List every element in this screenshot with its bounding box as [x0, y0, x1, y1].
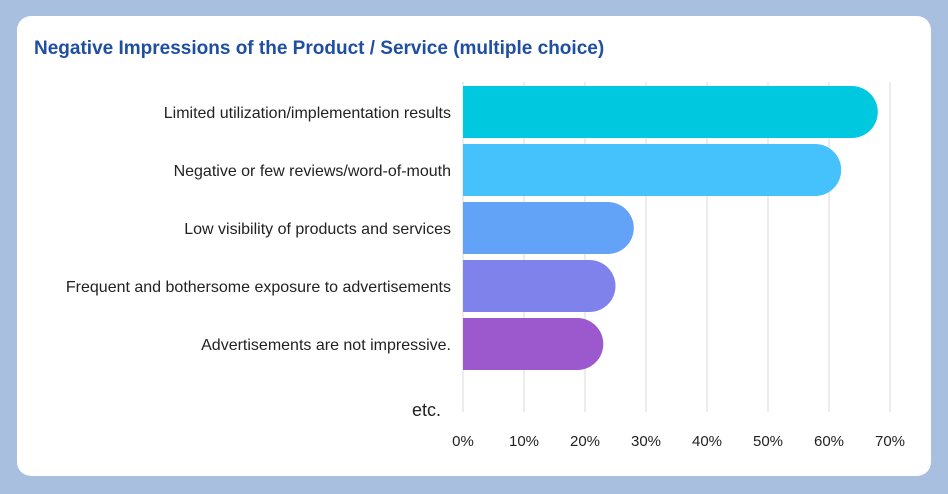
x-tick-label: 0% — [452, 433, 474, 450]
bar — [463, 260, 616, 312]
bar — [463, 144, 842, 196]
category-label: Negative or few reviews/word-of-mouth — [174, 163, 451, 180]
category-label: Low visibility of products and services — [184, 221, 451, 238]
x-tick-label: 40% — [692, 433, 722, 450]
category-label: Frequent and bothersome exposure to adve… — [66, 279, 451, 296]
category-label: Limited utilization/implementation resul… — [164, 105, 451, 122]
chart-card: Negative Impressions of the Product / Se… — [17, 16, 931, 476]
bar — [463, 318, 604, 370]
x-tick-label: 10% — [509, 433, 539, 450]
bar — [463, 86, 878, 138]
bars — [463, 86, 878, 370]
etc-label: etc. — [412, 400, 441, 420]
chart-title: Negative Impressions of the Product / Se… — [34, 38, 605, 59]
bar — [463, 202, 634, 255]
bar-chart: Limited utilization/implementation resul… — [66, 82, 905, 450]
x-axis-ticks: 0% 10% 20% 30% 40% 50% 60% 70% — [452, 433, 905, 450]
category-labels: Limited utilization/implementation resul… — [66, 105, 451, 420]
x-tick-label: 50% — [753, 433, 783, 450]
x-tick-label: 30% — [631, 433, 661, 450]
category-label: Advertisements are not impressive. — [201, 337, 451, 354]
x-tick-label: 70% — [875, 433, 905, 450]
x-tick-label: 20% — [570, 433, 600, 450]
x-tick-label: 60% — [814, 433, 844, 450]
